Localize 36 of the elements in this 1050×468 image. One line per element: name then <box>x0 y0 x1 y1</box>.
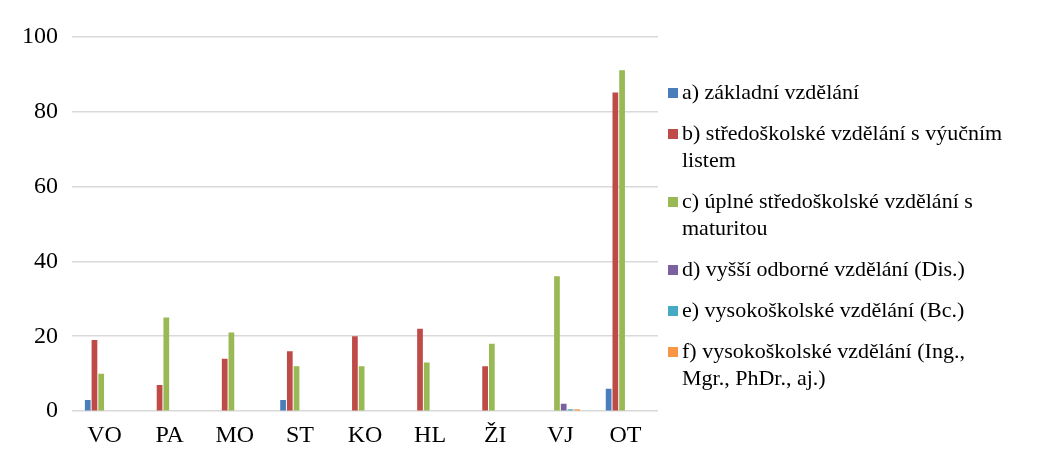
bar <box>417 328 423 411</box>
x-tick-label: OT <box>609 420 642 447</box>
y-tick-label: 0 <box>46 396 58 423</box>
bar <box>619 70 625 411</box>
x-tick-label: ŽI <box>483 420 507 447</box>
bar <box>489 343 495 411</box>
legend-label: b) středoškolské vzdělání s výučním listem <box>682 118 1004 173</box>
y-tick-label: 60 <box>34 171 58 198</box>
bar <box>352 336 358 411</box>
bar <box>98 373 105 411</box>
x-tick-label: MO <box>215 420 255 447</box>
x-tick-label: VJ <box>547 420 574 447</box>
legend-label: d) vyšší odborné vzdělání (Dis.) <box>682 254 965 282</box>
x-tick-label: KO <box>347 420 383 447</box>
bar <box>560 403 567 411</box>
legend-label: a) základní vzdělání <box>682 77 860 105</box>
bar <box>280 399 286 411</box>
bar <box>221 358 228 411</box>
bar <box>554 276 560 411</box>
legend-label: f) vysokoškolské vzdělání (Ing., Mgr., PhDr., aj.) <box>682 336 966 391</box>
y-tick-label: 100 <box>22 21 58 48</box>
bar <box>286 351 293 411</box>
y-tick-label: 80 <box>34 96 58 123</box>
bar <box>423 362 430 411</box>
x-tick-label: ST <box>285 420 315 447</box>
y-tick-label: 40 <box>34 246 58 273</box>
x-tick-label: VO <box>87 420 122 447</box>
legend-label: c) úplné středoškolské vzdělání s maturitou <box>682 186 974 241</box>
bar <box>84 399 91 411</box>
bar <box>163 317 170 411</box>
bar <box>612 92 619 411</box>
x-tick-label: HL <box>414 420 447 447</box>
bar <box>482 366 488 411</box>
y-tick-label: 20 <box>34 321 58 348</box>
x-tick-label: PA <box>155 420 185 447</box>
legend-label: e) vysokoškolské vzdělání (Bc.) <box>682 295 965 323</box>
